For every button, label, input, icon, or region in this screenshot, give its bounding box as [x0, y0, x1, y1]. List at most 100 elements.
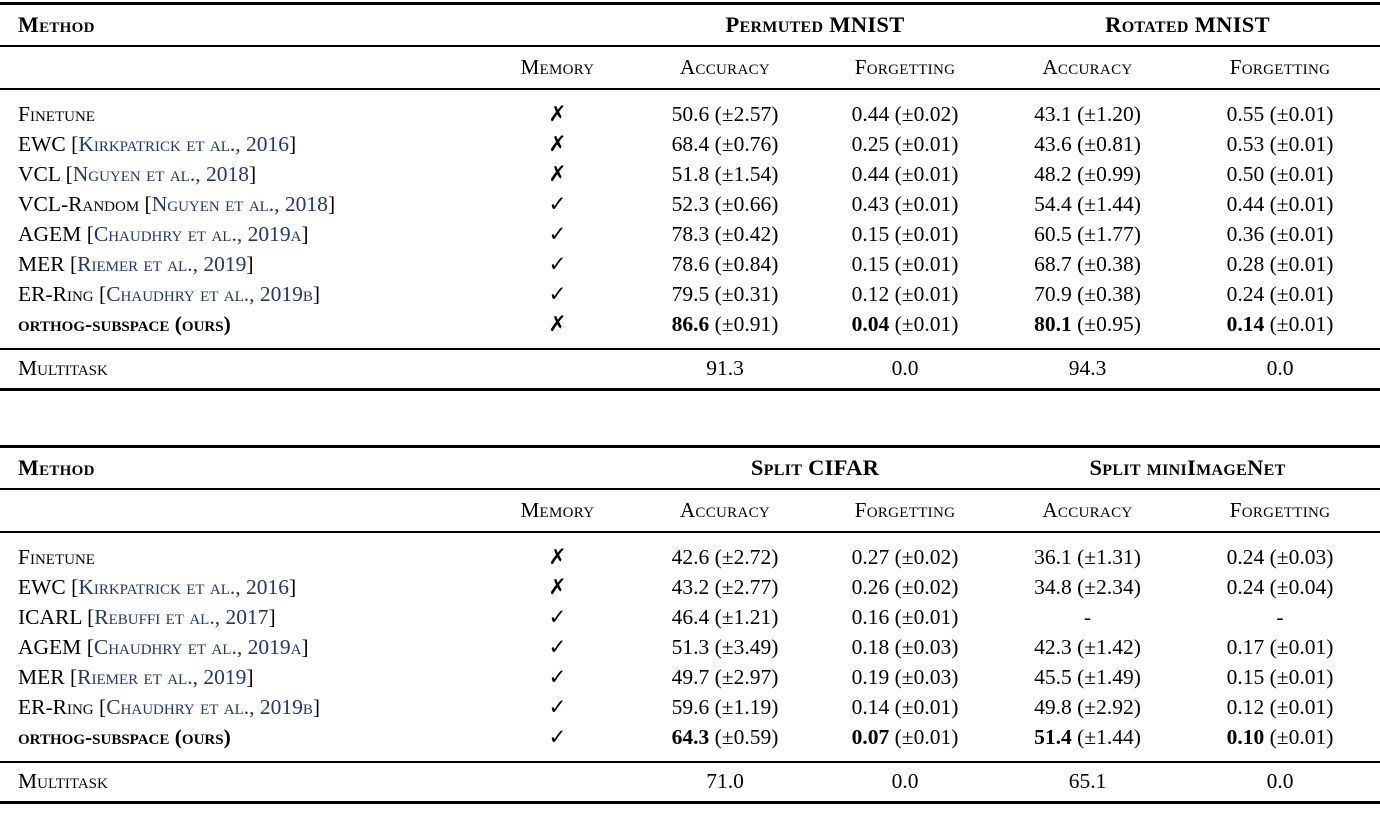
- metric-stddev: (±0.03): [894, 635, 959, 659]
- method-column-header: Method: [18, 11, 95, 37]
- citation-close-bracket: ]: [289, 132, 297, 156]
- accuracy-value-col1: 49.7 (±2.97): [635, 663, 815, 693]
- memory-flag-icon: ✗: [548, 102, 567, 127]
- metric-mean: 78.3: [671, 222, 710, 246]
- citation-open-bracket: [: [86, 635, 94, 659]
- citation-open-bracket: [: [99, 282, 107, 306]
- citation-close-bracket: ]: [301, 222, 309, 246]
- metric-stddev: (±0.91): [714, 312, 779, 336]
- memory-flag-icon: ✓: [548, 192, 567, 217]
- table-row: Finetune ✗ 42.6 (±2.72) 0.27 (±0.02) 36.…: [0, 532, 1380, 573]
- forgetting-value-col1: 0.12 (±0.01): [815, 280, 995, 310]
- metric-stddev: (±0.31): [714, 282, 779, 306]
- citation-link[interactable]: Riemer et al., 2019: [77, 252, 247, 276]
- metric-stddev: (±0.01): [894, 162, 959, 186]
- method-cell: orthog-subspace (ours): [0, 310, 480, 349]
- metric-stddev: (±0.95): [1077, 312, 1141, 336]
- citation-wrap: [Nguyen et al., 2018]: [60, 162, 257, 186]
- citation-link[interactable]: Riemer et al., 2019: [77, 665, 247, 689]
- citation-close-bracket: ]: [312, 695, 321, 719]
- table-row: AGEM [Chaudhry et al., 2019a] ✓ 78.3 (±0…: [0, 220, 1380, 250]
- forgetting-value-col2: -: [1180, 603, 1380, 633]
- citation-link[interactable]: Nguyen et al., 2018: [72, 162, 249, 186]
- accuracy-value-col1: 64.3 (±0.59): [635, 723, 815, 762]
- citation-close-bracket: ]: [248, 162, 257, 186]
- benchmark-header-split-miniimagenet: Split miniImageNet: [1089, 454, 1286, 480]
- metric-stddev: (±0.81): [1077, 132, 1141, 156]
- empty-cell: [480, 762, 635, 803]
- multitask-accuracy-col1: 71.0: [706, 769, 744, 794]
- metric-stddev: (±2.34): [1077, 575, 1141, 599]
- citation-link[interactable]: Rebuffi et al., 2017: [94, 605, 269, 629]
- citation-link[interactable]: Kirkpatrick et al., 2016: [78, 132, 290, 156]
- method-name: ER-Ring: [18, 282, 94, 306]
- memory-flag-icon: ✓: [548, 252, 567, 277]
- table-row: orthog-subspace (ours) ✗ 86.6 (±0.91) 0.…: [0, 310, 1380, 349]
- citation-link[interactable]: Chaudhry et al., 2019b: [106, 695, 313, 719]
- citation-open-bracket: [: [65, 162, 73, 186]
- metric-mean: 46.4: [671, 605, 710, 629]
- empty-header-cell: [480, 4, 635, 46]
- method-cell: Finetune: [0, 532, 480, 573]
- memory-flag-icon: ✓: [548, 635, 567, 660]
- metric-stddev: (±0.01): [1269, 132, 1334, 156]
- metric-mean: 45.5: [1034, 665, 1072, 689]
- citation-wrap: [Riemer et al., 2019]: [65, 252, 254, 276]
- accuracy-value-col2: 54.4 (±1.44): [995, 190, 1180, 220]
- method-name: AGEM: [18, 635, 82, 659]
- method-name: MER: [18, 252, 65, 276]
- memory-flag-icon: ✓: [548, 222, 567, 247]
- forgetting-value-col2: 0.12 (±0.01): [1180, 693, 1380, 723]
- forgetting-column-header: Forgetting: [1229, 54, 1331, 79]
- memory-flag-icon: ✗: [548, 132, 567, 157]
- accuracy-value-col1: 79.5 (±0.31): [635, 280, 815, 310]
- method-name: EWC: [18, 575, 66, 599]
- citation-wrap: [Kirkpatrick et al., 2016]: [66, 575, 296, 599]
- accuracy-value-col1: 86.6 (±0.91): [635, 310, 815, 349]
- metric-mean: 0.18: [851, 635, 890, 659]
- accuracy-value-col2: 70.9 (±0.38): [995, 280, 1180, 310]
- metric-stddev: (±0.01): [1269, 222, 1334, 246]
- table-row: orthog-subspace (ours) ✓ 64.3 (±0.59) 0.…: [0, 723, 1380, 762]
- forgetting-value-col1: 0.15 (±0.01): [815, 220, 995, 250]
- metric-stddev: (±2.77): [714, 575, 779, 599]
- metric-stddev: (±0.01): [1269, 725, 1334, 749]
- citation-open-bracket: [: [99, 695, 107, 719]
- metric-mean: 68.7: [1034, 252, 1072, 276]
- memory-flag-icon: ✓: [548, 605, 567, 630]
- citation-link[interactable]: Chaudhry et al., 2019a: [93, 635, 302, 659]
- accuracy-value-col1: 51.8 (±1.54): [635, 160, 815, 190]
- forgetting-column-header: Forgetting: [854, 54, 956, 79]
- metric-stddev: (±0.42): [714, 222, 779, 246]
- method-name: ER-Ring: [18, 695, 94, 719]
- accuracy-value-col1: 46.4 (±1.21): [635, 603, 815, 633]
- accuracy-value-col1: 78.6 (±0.84): [635, 250, 815, 280]
- metric-stddev: (±0.01): [1269, 252, 1334, 276]
- citation-link[interactable]: Nguyen et al., 2018: [151, 192, 328, 216]
- memory-column-header: Memory: [520, 497, 595, 522]
- metric-stddev: (±2.57): [714, 102, 779, 126]
- metric-stddev: (±0.01): [894, 605, 959, 629]
- accuracy-value-col2: 51.4 (±1.44): [995, 723, 1180, 762]
- metric-mean: 0.24: [1226, 545, 1265, 569]
- citation-link[interactable]: Kirkpatrick et al., 2016: [78, 575, 290, 599]
- method-name: Finetune: [18, 545, 95, 569]
- metric-mean: 43.6: [1034, 132, 1072, 156]
- metric-stddev: (±1.20): [1077, 102, 1141, 126]
- citation-close-bracket: ]: [327, 192, 336, 216]
- metric-mean: 49.7: [671, 665, 710, 689]
- multitask-label: Multitask: [18, 769, 108, 794]
- metric-mean: 0.28: [1226, 252, 1265, 276]
- citation-open-bracket: [: [69, 252, 78, 276]
- accuracy-value-col2: 80.1 (±0.95): [995, 310, 1180, 349]
- forgetting-value-col2: 0.10 (±0.01): [1180, 723, 1380, 762]
- metric-stddev: (±0.01): [894, 282, 959, 306]
- citation-link[interactable]: Chaudhry et al., 2019b: [106, 282, 313, 306]
- accuracy-value-col1: 78.3 (±0.42): [635, 220, 815, 250]
- metric-stddev: (±0.01): [894, 192, 959, 216]
- method-cell: MER [Riemer et al., 2019]: [0, 250, 480, 280]
- forgetting-value-col1: 0.14 (±0.01): [815, 693, 995, 723]
- citation-link[interactable]: Chaudhry et al., 2019a: [93, 222, 302, 246]
- method-name: ICARL: [18, 605, 82, 629]
